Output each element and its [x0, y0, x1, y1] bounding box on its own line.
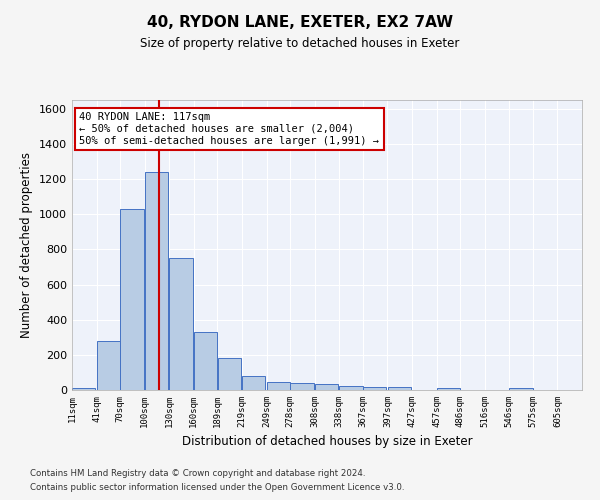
Bar — [509, 388, 533, 390]
Y-axis label: Number of detached properties: Number of detached properties — [20, 152, 34, 338]
X-axis label: Distribution of detached houses by size in Exeter: Distribution of detached houses by size … — [182, 436, 472, 448]
Bar — [437, 388, 460, 390]
Bar — [97, 341, 120, 390]
Bar — [72, 388, 95, 390]
Bar — [388, 388, 411, 390]
Bar — [121, 209, 144, 390]
Bar — [290, 384, 314, 390]
Bar — [145, 172, 168, 390]
Bar — [315, 384, 338, 390]
Bar — [218, 358, 241, 390]
Bar — [169, 258, 193, 390]
Bar — [363, 388, 386, 390]
Text: Contains HM Land Registry data © Crown copyright and database right 2024.: Contains HM Land Registry data © Crown c… — [30, 468, 365, 477]
Text: Contains public sector information licensed under the Open Government Licence v3: Contains public sector information licen… — [30, 484, 404, 492]
Bar — [340, 386, 363, 390]
Text: 40 RYDON LANE: 117sqm
← 50% of detached houses are smaller (2,004)
50% of semi-d: 40 RYDON LANE: 117sqm ← 50% of detached … — [79, 112, 379, 146]
Text: 40, RYDON LANE, EXETER, EX2 7AW: 40, RYDON LANE, EXETER, EX2 7AW — [147, 15, 453, 30]
Bar — [194, 332, 217, 390]
Text: Size of property relative to detached houses in Exeter: Size of property relative to detached ho… — [140, 38, 460, 51]
Bar — [242, 376, 265, 390]
Bar — [267, 382, 290, 390]
